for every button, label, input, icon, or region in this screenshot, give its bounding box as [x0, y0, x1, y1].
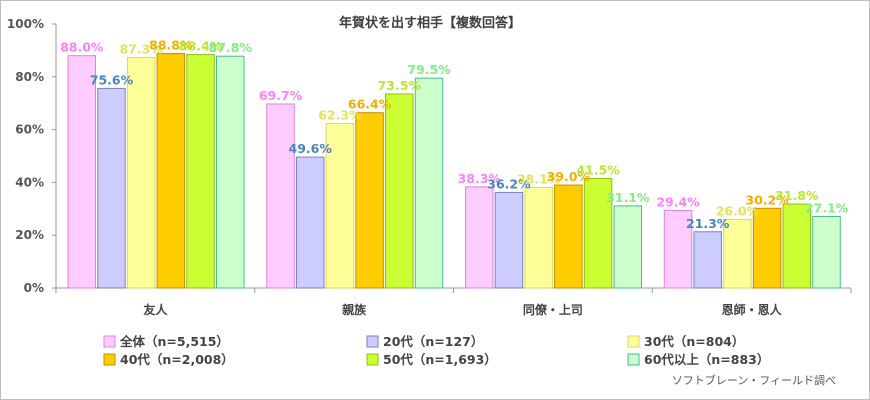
- data-label: 79.5%: [407, 62, 451, 77]
- bar: [812, 215, 841, 289]
- bar: [266, 103, 295, 289]
- data-label: 39.0%: [547, 169, 591, 184]
- data-label: 87.8%: [209, 40, 253, 55]
- legend-swatch: [103, 335, 116, 348]
- bar: [613, 205, 642, 289]
- bar: [554, 184, 583, 289]
- y-tick-label: 100%: [7, 17, 44, 31]
- bar: [414, 77, 444, 289]
- bar: [494, 191, 524, 289]
- legend-entry: 60代以上（n=883）: [644, 352, 769, 367]
- legend-entry: 40代（n=2,008）: [120, 352, 234, 367]
- y-tick-label: 0%: [24, 281, 44, 295]
- data-labels: 88.0% 75.6% 87.3%88.8%88.4%87.8% 69.7% 49.6%…: [60, 38, 849, 231]
- data-label: 49.6%: [289, 141, 333, 156]
- legend-swatch: [366, 335, 379, 348]
- x-tick-label: 親族: [342, 302, 367, 317]
- bar: [782, 203, 812, 289]
- data-label: 31.8%: [775, 188, 819, 203]
- bar: [295, 156, 325, 289]
- bar: [385, 93, 414, 289]
- y-tick-label: 80%: [15, 70, 44, 84]
- legend-entry: 全体（n=5,515）: [119, 334, 229, 349]
- bar: [216, 55, 245, 289]
- legend-entry: 30代（n=804）: [644, 334, 744, 349]
- legend-swatch: [103, 353, 116, 366]
- bar: [126, 57, 156, 289]
- bar: [325, 123, 355, 289]
- data-label: 87.3%: [119, 42, 163, 57]
- data-label: 36.2%: [487, 176, 531, 191]
- legend-entry: 50代（n=1,693）: [383, 352, 497, 367]
- data-label: 21.3%: [686, 216, 730, 231]
- data-label: 88.8%: [149, 38, 193, 53]
- data-label: 66.4%: [348, 97, 392, 112]
- data-label: 88.4%: [179, 39, 223, 54]
- data-label: 29.4%: [656, 194, 700, 209]
- data-label: 38.3%: [458, 171, 502, 186]
- bar: [355, 112, 384, 289]
- data-label: 88.0%: [60, 40, 104, 55]
- x-tick-label: 同僚・上司: [523, 302, 583, 317]
- source-note: ソフトブレーン・フィールド調べ: [672, 373, 836, 387]
- bar: [67, 55, 96, 289]
- data-label: 26.0%: [716, 203, 760, 218]
- legend-swatch: [627, 353, 640, 366]
- y-tick-label: 60%: [15, 123, 44, 137]
- y-tick-label: 20%: [15, 228, 44, 242]
- bar: [156, 53, 186, 289]
- bars: [67, 53, 841, 289]
- chart-title: 年賀状を出す相手【複数回答】: [339, 15, 521, 31]
- legend-swatch: [627, 335, 640, 348]
- data-label: 31.1%: [606, 190, 650, 205]
- data-label: 41.5%: [576, 162, 620, 177]
- data-label: 38.1%: [517, 171, 561, 186]
- data-label: 30.2%: [745, 192, 789, 207]
- data-label: 75.6%: [90, 72, 134, 87]
- data-label: 27.1%: [805, 200, 849, 215]
- legend-entry: 20代（n=127）: [383, 334, 483, 349]
- bar: [663, 209, 693, 289]
- legend-swatch: [366, 353, 379, 366]
- bar: [693, 231, 722, 289]
- y-tick-label: 40%: [15, 175, 44, 189]
- x-tick-label: 友人: [142, 302, 168, 317]
- x-tick-label: 恩師・恩人: [722, 302, 783, 317]
- bar: [524, 186, 553, 289]
- bar: [583, 177, 613, 289]
- bar: [723, 218, 752, 289]
- data-label: 62.3%: [318, 108, 362, 123]
- data-label: 69.7%: [259, 88, 303, 103]
- bar: [465, 186, 494, 289]
- bar: [97, 87, 126, 289]
- legend: 全体（n=5,515） 20代（n=127） 30代（n=804） 40代（n=2,0…: [103, 334, 769, 367]
- bar: [186, 54, 215, 289]
- data-label: 73.5%: [378, 78, 422, 93]
- bar: [752, 207, 782, 289]
